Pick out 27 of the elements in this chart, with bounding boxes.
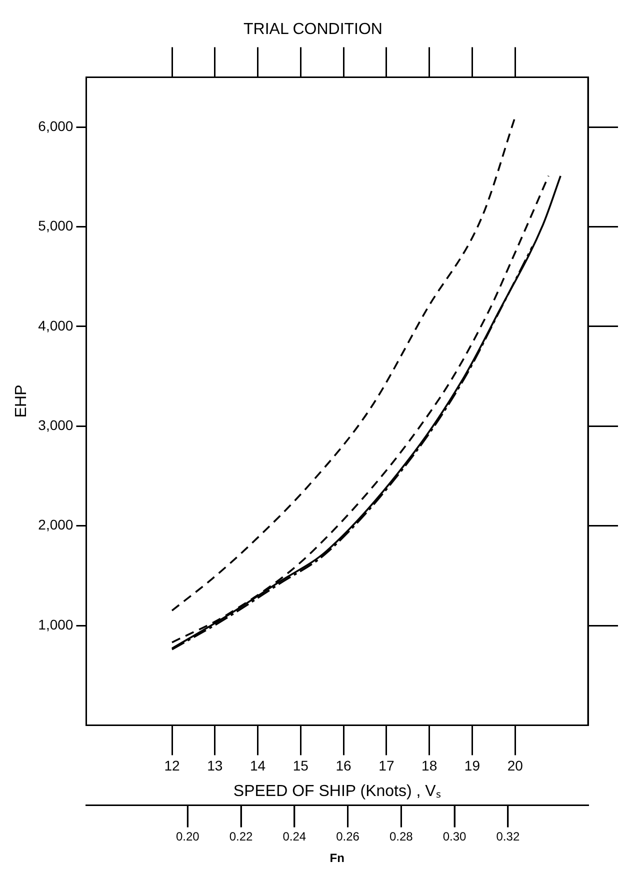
y-tick-label: 3,000 <box>38 416 74 433</box>
x2-tick-label: 0.24 <box>282 830 306 844</box>
x-tick-label: 12 <box>164 757 180 774</box>
x2-tick-label: 0.22 <box>229 830 254 844</box>
x-tick-label: 18 <box>422 757 438 774</box>
x-tick-label: 16 <box>336 757 352 774</box>
x2-tick-label: 0.20 <box>176 830 200 844</box>
y-tick-label: 4,000 <box>38 317 74 334</box>
x2-tick-label: 0.26 <box>336 830 360 844</box>
x-tick-label: 15 <box>292 757 309 774</box>
x2-axis-title: Fn <box>330 851 344 866</box>
y-tick-label: 6,000 <box>38 118 74 134</box>
chart-title: TRIAL CONDITION <box>244 21 382 38</box>
x2-tick-label: 0.28 <box>389 830 414 844</box>
line-series <box>171 116 516 612</box>
x-tick-label: 14 <box>250 757 266 774</box>
x-tick-label: 17 <box>378 757 394 774</box>
x-axis-title: SPEED OF SHIP (Knots) , Vₛ <box>233 783 441 800</box>
x-tick-label: 19 <box>464 757 480 774</box>
x2-tick-label: 0.32 <box>496 830 520 844</box>
y-tick-label: 5,000 <box>38 218 74 234</box>
y-axis-title: EHP <box>13 384 30 418</box>
y-tick-label: 2,000 <box>38 516 74 533</box>
x-tick-label: 20 <box>507 757 524 774</box>
y-tick-label: 1,000 <box>38 616 74 632</box>
x2-tick-label: 0.30 <box>442 830 467 844</box>
x-tick-label: 13 <box>207 757 223 774</box>
